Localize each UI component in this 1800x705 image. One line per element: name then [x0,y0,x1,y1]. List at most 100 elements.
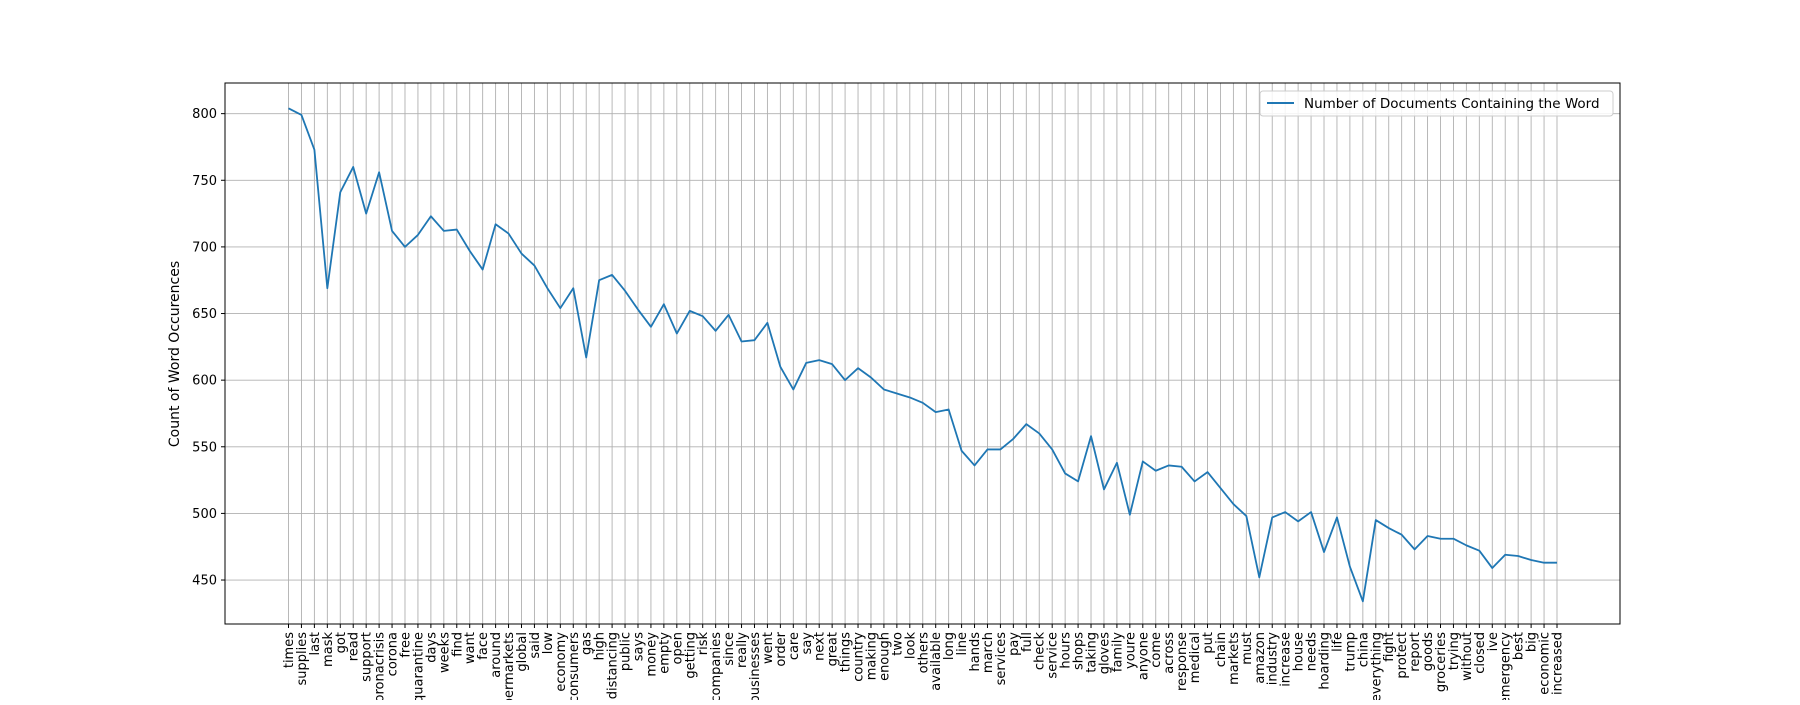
x-tick-label: closed [1473,632,1488,674]
x-tick-label: house [1292,632,1307,671]
x-tick-label: ive [1486,632,1501,651]
data-point [998,447,1002,451]
data-point [1309,510,1313,514]
x-tick-label: read [347,632,362,661]
x-tick-label: consumers [567,632,582,700]
data-point [1425,534,1429,538]
x-tick-label: empty [657,632,672,674]
x-tick-label: country [852,632,867,682]
legend-series-label: Number of Documents Containing the Word [1304,96,1600,112]
data-point [325,286,329,290]
x-tick-label: youre [1123,632,1138,669]
x-tick-label: economic [1538,632,1553,695]
x-tick-label: global [515,632,530,672]
x-tick-label: around [489,632,504,678]
x-tick-label: look [903,632,918,660]
x-tick-label: hours [1059,632,1074,669]
data-point [623,289,627,293]
data-point [1024,422,1028,426]
legend: Number of Documents Containing the Word [1259,90,1614,117]
x-tick-label: increase [1279,632,1294,687]
data-point [752,338,756,342]
y-tick-label: 650 [192,307,217,322]
data-point [1555,561,1559,565]
x-tick-label: emergency [1499,632,1514,700]
data-point [1451,537,1455,541]
series-layer [288,107,1559,603]
data-point [882,387,886,391]
x-tick-label: full [1020,632,1035,652]
x-tick-label: supplies [295,632,310,686]
x-tick-label: low [541,632,556,655]
data-point [299,113,303,117]
data-point [1128,513,1132,517]
y-tick-label: 800 [192,107,217,122]
x-tick-label: protect [1395,632,1410,679]
y-tick-label: 500 [192,507,217,522]
x-tick-label: economy [554,632,569,692]
data-point [1296,519,1300,523]
x-tick-label: getting [683,632,698,679]
x-tick-label: companies [709,632,724,700]
data-point [442,229,446,233]
y-tick-label: 600 [192,374,217,389]
data-point [1063,471,1067,475]
data-point [1270,515,1274,519]
x-tick-label: others [916,632,931,674]
data-point [610,273,614,277]
x-tick-label: days [424,632,439,663]
x-tick-label: hoarding [1318,632,1333,690]
data-point [895,391,899,395]
x-tick-label: coronacrisis [373,632,388,700]
data-point [468,249,472,253]
x-tick-label: money [644,632,659,677]
data-point [1102,487,1106,491]
x-tick-label: public [619,632,634,671]
x-tick-label: amazon [1253,632,1268,684]
data-point [1322,550,1326,554]
x-tick-label: trump [1343,632,1358,672]
data-point [545,286,549,290]
data-point [843,378,847,382]
data-point [688,309,692,313]
x-tick-label: hands [968,632,983,672]
data-point [571,286,575,290]
data-point [908,395,912,399]
data-point [675,331,679,335]
x-tick-label: everything [1369,632,1384,700]
x-tick-label: must [1240,632,1255,665]
x-tick-label: best [1512,632,1527,660]
data-point [364,211,368,215]
data-point [312,147,316,151]
data-point [1438,537,1442,541]
data-point [584,355,588,359]
data-point [713,329,717,333]
x-tick-label: times [282,632,297,668]
data-point [1205,470,1209,474]
series-line [288,107,1557,603]
y-axis-label: Count of Word Occurences [167,261,183,447]
x-tick-label: chain [1214,632,1229,667]
x-tick-label: mask [321,632,336,667]
x-tick-label: distancing [606,632,621,699]
x-tick-label: without [1460,632,1475,681]
x-tick-label: increased [1551,632,1566,695]
x-tick-label: trying [1447,632,1462,670]
x-tick-label: goods [1421,632,1436,671]
x-tick-label: available [929,632,944,691]
x-tick-label: since [722,632,737,666]
x-tick-label: put [1201,632,1216,654]
x-tick-label: anyone [1136,632,1151,680]
data-point [804,361,808,365]
data-point [1516,554,1520,558]
data-point [817,358,821,362]
data-point [455,227,459,231]
data-point [1503,553,1507,557]
data-point [972,463,976,467]
x-tick-label: making [864,632,879,680]
x-tick-label: check [1033,632,1048,671]
x-tick-label: really [735,632,750,668]
data-point [959,449,963,453]
